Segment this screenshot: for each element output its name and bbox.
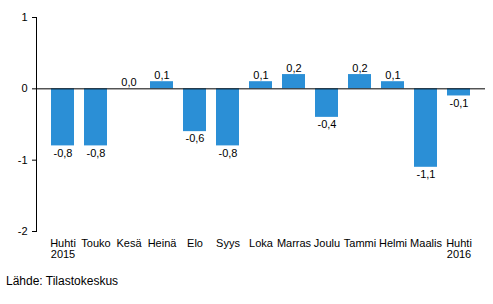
svg-text:Loka: Loka <box>249 237 274 249</box>
svg-text:0,1: 0,1 <box>154 69 169 81</box>
html-text:Lähde: Tilastokeskus: Lähde: Tilastokeskus <box>6 274 119 288</box>
svg-text:Marras: Marras <box>277 237 312 249</box>
svg-text:Touko: Touko <box>81 237 110 249</box>
svg-text:1: 1 <box>21 11 27 23</box>
svg-text:-0,8: -0,8 <box>219 147 238 159</box>
svg-text:0: 0 <box>21 82 27 94</box>
svg-text:Joulu: Joulu <box>314 237 340 249</box>
svg-text:-1: -1 <box>18 154 28 166</box>
svg-text:-0,8: -0,8 <box>54 147 73 159</box>
svg-text:0,0: 0,0 <box>121 76 136 88</box>
svg-text:0,2: 0,2 <box>352 62 367 74</box>
svg-text:-1,1: -1,1 <box>417 168 436 180</box>
svg-text:-2: -2 <box>18 225 28 237</box>
svg-text:Helmi: Helmi <box>379 237 407 249</box>
svg-text:Maalis: Maalis <box>410 237 442 249</box>
svg-text:0,2: 0,2 <box>286 62 301 74</box>
svg-text:-0,4: -0,4 <box>318 118 337 130</box>
svg-text:-0,6: -0,6 <box>186 132 205 144</box>
svg-text:Heinä: Heinä <box>148 237 178 249</box>
svg-text:Tammi: Tammi <box>344 237 376 249</box>
svg-text:Elo: Elo <box>187 237 203 249</box>
svg-text:0,1: 0,1 <box>385 69 400 81</box>
svg-text:Huhti2016: Huhti2016 <box>446 237 472 260</box>
svg-text:Huhti2015: Huhti2015 <box>50 237 76 260</box>
svg-text:Syys: Syys <box>216 237 240 249</box>
svg-text:0,1: 0,1 <box>253 69 268 81</box>
svg-text:Kesä: Kesä <box>116 237 142 249</box>
svg-text:-0,8: -0,8 <box>87 147 106 159</box>
svg-text:-0,1: -0,1 <box>450 97 469 109</box>
